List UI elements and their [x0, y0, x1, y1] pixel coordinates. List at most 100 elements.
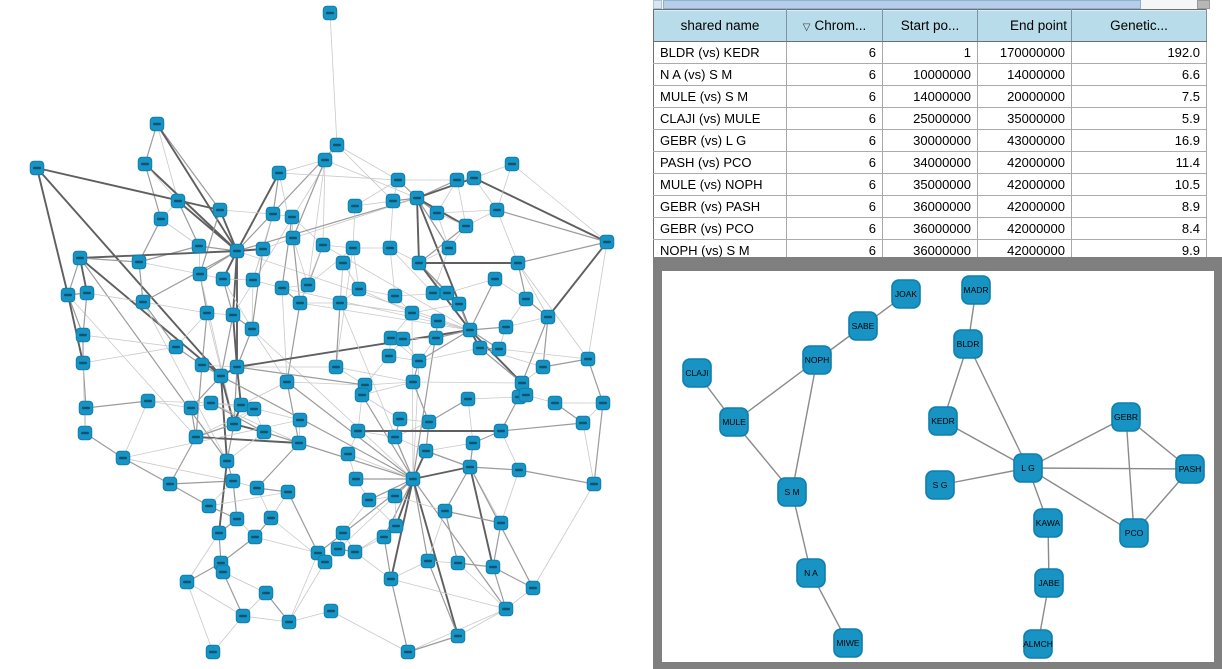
network-node[interactable]	[135, 294, 151, 310]
network-node[interactable]	[149, 116, 165, 132]
node-gebr[interactable]: GEBR	[1111, 402, 1141, 432]
network-node[interactable]	[317, 152, 333, 168]
network-node[interactable]	[226, 416, 242, 432]
network-node[interactable]	[79, 285, 95, 301]
network-node[interactable]	[168, 339, 184, 355]
network-node[interactable]	[335, 255, 351, 271]
table-cell[interactable]: 170000000	[977, 41, 1072, 64]
network-node[interactable]	[246, 401, 262, 417]
network-node[interactable]	[411, 255, 427, 271]
table-cell[interactable]: CLAJI (vs) MULE	[653, 107, 787, 130]
network-node[interactable]	[219, 453, 235, 469]
node-shape[interactable]	[796, 558, 826, 588]
network-node[interactable]	[233, 397, 249, 413]
node-na[interactable]: N A	[796, 558, 826, 588]
network-node[interactable]	[518, 291, 534, 307]
node-joak[interactable]: JOAK	[891, 279, 921, 309]
network-node[interactable]	[404, 305, 420, 321]
node-noph[interactable]: NOPH	[802, 345, 832, 375]
network-node[interactable]	[361, 492, 377, 508]
node-shape[interactable]	[961, 275, 991, 305]
network-node[interactable]	[449, 172, 465, 188]
network-node[interactable]	[514, 375, 530, 391]
network-node[interactable]	[383, 571, 399, 587]
table-row[interactable]: MULE (vs) S M 6 14000000 20000000 7.5	[653, 85, 1207, 108]
network-node[interactable]	[465, 435, 481, 451]
network-node[interactable]	[205, 644, 221, 660]
network-node[interactable]	[29, 160, 45, 176]
node-shape[interactable]	[925, 470, 955, 500]
node-shape[interactable]	[928, 406, 958, 436]
table-cell[interactable]: 42000000	[977, 195, 1072, 218]
node-shape[interactable]	[777, 477, 807, 507]
table-cell[interactable]: N A (vs) S M	[653, 63, 787, 86]
table-cell[interactable]: 6	[786, 151, 883, 174]
network-node[interactable]	[291, 435, 307, 451]
network-node[interactable]	[345, 240, 361, 256]
column-header-sharedname[interactable]: shared name	[653, 9, 787, 42]
table-cell[interactable]: 5.9	[1071, 107, 1207, 130]
table-cell[interactable]: 6	[786, 173, 883, 196]
network-node[interactable]	[498, 601, 514, 617]
table-cell[interactable]: 35000000	[977, 107, 1072, 130]
scrollbar-right-button[interactable]	[1197, 0, 1210, 9]
table-cell[interactable]: 6	[786, 63, 883, 86]
network-node[interactable]	[322, 5, 338, 21]
network-node[interactable]	[493, 423, 509, 439]
network-node[interactable]	[213, 368, 229, 384]
network-node[interactable]	[75, 327, 91, 343]
table-cell[interactable]: 9.9	[1071, 239, 1207, 262]
network-node[interactable]	[405, 471, 421, 487]
network-node[interactable]	[229, 511, 245, 527]
network-node[interactable]	[487, 271, 503, 287]
network-node[interactable]	[131, 254, 147, 270]
table-cell[interactable]: 192.0	[1071, 41, 1207, 64]
table-cell[interactable]: 16.9	[1071, 129, 1207, 152]
network-node[interactable]	[280, 484, 296, 500]
network-node[interactable]	[281, 614, 297, 630]
table-cell[interactable]: 42000000	[977, 151, 1072, 174]
network-node[interactable]	[466, 170, 482, 186]
network-node[interactable]	[472, 340, 488, 356]
network-node[interactable]	[418, 443, 434, 459]
network-node[interactable]	[215, 271, 231, 287]
table-cell[interactable]: 8.9	[1071, 195, 1207, 218]
node-almch[interactable]: ALMCH	[1023, 629, 1053, 659]
table-cell[interactable]: BLDR (vs) KEDR	[653, 41, 787, 64]
network-node[interactable]	[188, 429, 204, 445]
table-cell[interactable]: 6	[786, 41, 883, 64]
table-row[interactable]: BLDR (vs) KEDR 6 1 170000000 192.0	[653, 41, 1207, 64]
table-cell[interactable]: 30000000	[882, 129, 978, 152]
network-node[interactable]	[263, 510, 279, 526]
network-node[interactable]	[430, 313, 446, 329]
network-node[interactable]	[405, 374, 421, 390]
table-cell[interactable]: 6	[786, 217, 883, 240]
node-shape[interactable]	[1033, 508, 1063, 538]
network-node[interactable]	[75, 355, 91, 371]
table-cell[interactable]: 6	[786, 239, 883, 262]
node-shape[interactable]	[682, 358, 712, 388]
network-node[interactable]	[348, 471, 364, 487]
network-node[interactable]	[425, 285, 441, 301]
column-header-chrom[interactable]: ▽ Chrom...	[786, 9, 883, 42]
network-node[interactable]	[235, 608, 251, 624]
network-node[interactable]	[229, 243, 245, 259]
table-row[interactable]: GEBR (vs) PASH 6 36000000 42000000 8.9	[653, 195, 1207, 218]
network-node[interactable]	[265, 206, 281, 222]
network-node[interactable]	[595, 395, 611, 411]
large-network-canvas[interactable]	[0, 0, 655, 669]
network-node[interactable]	[586, 476, 602, 492]
table-cell[interactable]: 6	[786, 129, 883, 152]
table-cell[interactable]: 6	[786, 85, 883, 108]
network-node[interactable]	[387, 288, 403, 304]
table-row[interactable]: MULE (vs) NOPH 6 35000000 42000000 10.5	[653, 173, 1207, 196]
network-node[interactable]	[60, 287, 76, 303]
node-kedr[interactable]: KEDR	[928, 406, 958, 436]
network-node[interactable]	[77, 425, 93, 441]
network-node[interactable]	[428, 330, 444, 346]
node-pash[interactable]: PASH	[1175, 454, 1205, 484]
network-node[interactable]	[279, 374, 295, 390]
network-node[interactable]	[212, 202, 228, 218]
node-mule[interactable]: MULE	[719, 407, 749, 437]
network-node[interactable]	[381, 348, 397, 364]
